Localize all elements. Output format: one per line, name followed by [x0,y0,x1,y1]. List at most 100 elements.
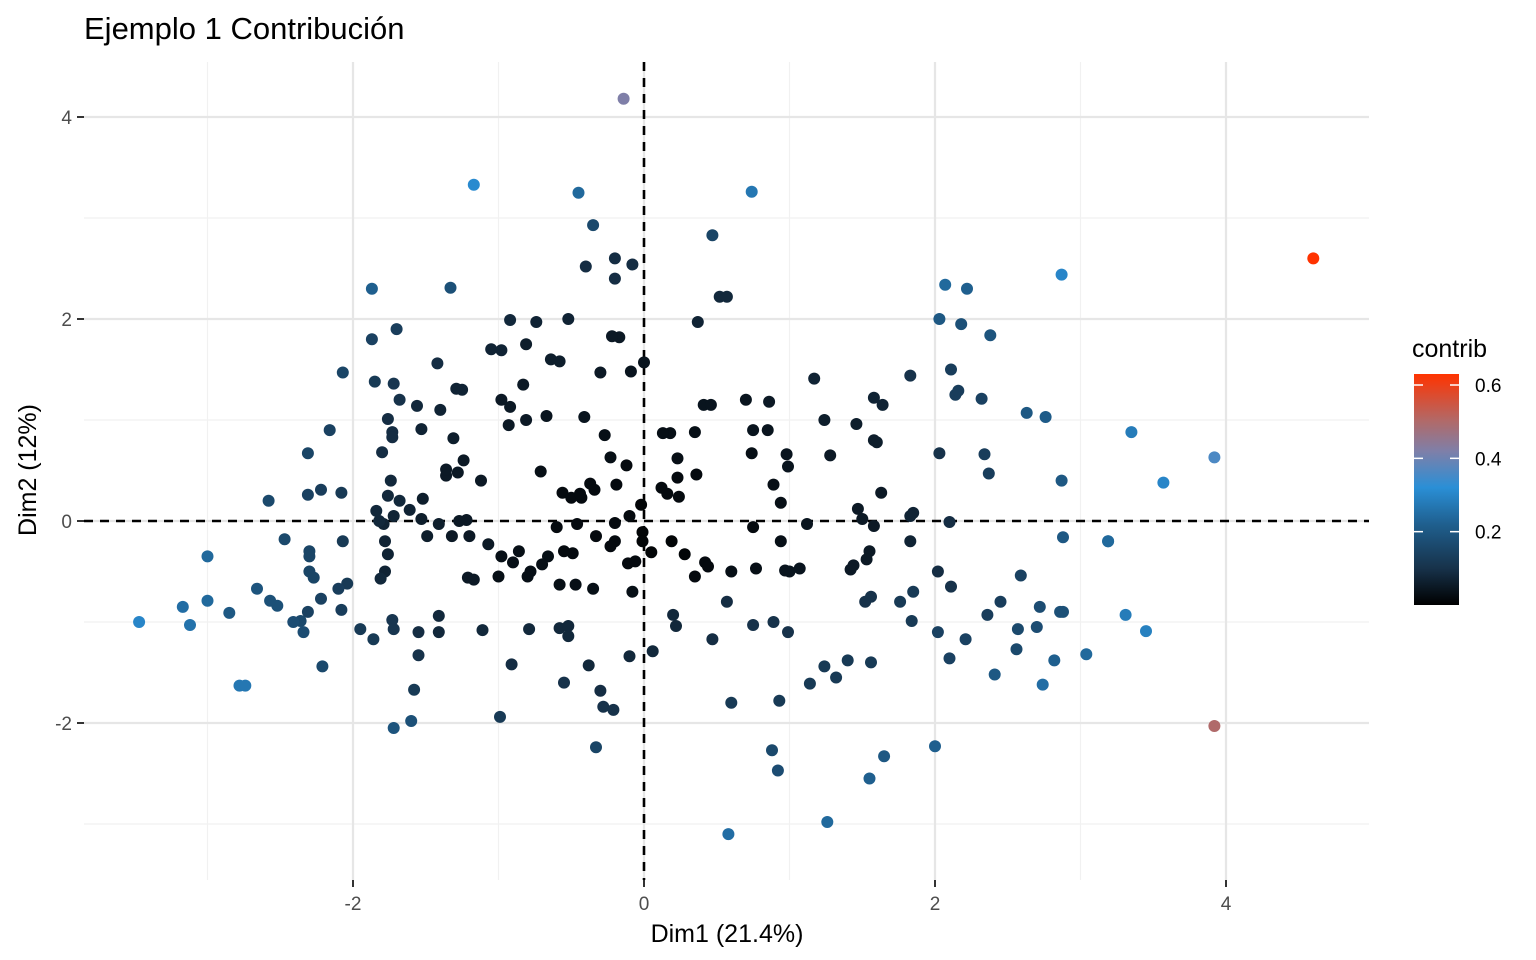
data-point [959,633,972,646]
data-point [905,615,918,627]
data-point [495,550,508,563]
data-point [445,530,458,543]
data-point [955,318,968,331]
data-point [1030,621,1043,633]
data-point [495,344,508,357]
data-point [587,219,600,232]
data-point [278,533,291,546]
data-point [587,582,600,595]
data-point [450,382,463,395]
data-point [572,186,585,199]
data-point [341,577,354,590]
data-point [1033,600,1046,613]
data-point [878,750,891,763]
data-point [1010,643,1023,656]
data-point [562,630,575,643]
data-point [381,489,394,502]
data-point [841,654,854,667]
data-point [725,696,738,709]
data-point [336,535,349,548]
data-point [467,573,480,586]
data-point [706,633,719,646]
data-point [1080,648,1093,661]
data-point [384,474,397,487]
data-point [821,816,834,828]
data-point [440,463,453,476]
data-point [975,392,988,405]
data-point [604,540,617,553]
data-point [297,626,310,639]
data-point [943,652,956,665]
data-point [201,550,214,563]
data-point [629,555,642,568]
data-point [661,487,674,500]
data-point [492,570,505,583]
legend-tick-label: 0.2 [1475,523,1501,544]
data-point [860,553,873,566]
data-point [747,424,760,437]
data-point [767,478,780,491]
data-point [434,403,447,416]
data-point [608,252,621,265]
data-point [590,741,602,754]
data-point [656,427,669,440]
data-point [1020,406,1033,419]
data-point [1102,535,1115,548]
data-point [387,623,400,636]
data-point [387,510,400,522]
data-point [617,92,630,105]
data-point [750,562,762,575]
data-point [201,594,214,607]
data-point [590,530,602,543]
data-point [393,393,406,406]
data-point [635,498,648,511]
data-point [722,828,735,841]
data-point [782,460,794,473]
data-point [763,395,776,408]
data-point [636,526,649,539]
data-point [475,474,487,487]
data-point [534,465,547,478]
y-axis-title: Dim2 (12%) [14,404,42,536]
data-point [412,626,425,639]
data-point [239,679,252,692]
data-point [667,608,680,621]
data-point [432,626,445,639]
data-point [301,447,314,460]
data-point [767,616,780,628]
data-point [504,400,517,413]
data-point [747,521,760,534]
data-point [907,585,920,598]
data-point [670,620,682,632]
data-point [688,570,701,583]
x-tick-label: 0 [639,894,650,915]
data-point [766,744,778,757]
x-tick-label: 2 [930,894,941,915]
data-point [316,660,329,673]
data-point [476,624,489,637]
data-point [463,530,476,543]
data-point [876,398,889,411]
data-point [704,398,717,411]
data-point [520,338,533,351]
data-point [793,562,806,575]
data-point [133,616,146,628]
data-point [856,513,869,525]
color-legend: contrib 0.2 0.4 0.6 [1412,335,1502,605]
data-point [504,314,517,326]
data-point [608,517,621,529]
data-point [638,356,650,369]
data-point [176,600,189,613]
data-point [467,178,480,191]
data-point [415,423,428,436]
data-point [421,530,434,543]
data-point [1307,252,1320,265]
data-point [379,535,391,548]
data-point [626,585,639,598]
data-point [335,603,348,616]
data-point [386,614,399,626]
data-point [863,772,876,785]
data-point [415,513,428,525]
data-point [943,516,956,528]
